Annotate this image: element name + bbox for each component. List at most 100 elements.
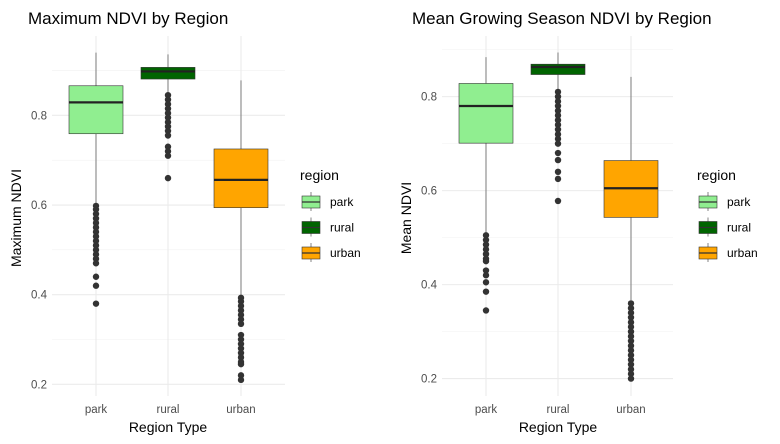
outlier-point [554,107,562,114]
outlier-point [627,375,635,382]
outlier-point [554,140,562,147]
outlier-point [92,255,100,263]
outlier-point [482,236,490,244]
outlier-point [482,232,490,239]
box [458,83,514,144]
outlier-point [237,354,245,361]
outlier-point [554,88,562,96]
outlier-point [237,298,245,305]
outlier-point [237,311,245,319]
outlier-point [92,246,100,254]
outlier-point [627,370,635,378]
outlier-point [164,127,172,135]
legend-label: urban [330,246,361,260]
outlier-point [92,282,100,289]
x-tick-label: park [85,404,108,416]
outlier-point [237,320,245,328]
outlier-point [92,206,100,213]
legend-title: region [697,167,736,183]
outlier-point [627,304,635,312]
outlier-point [554,168,562,176]
outlier-point [237,336,245,343]
y-axis-title: Maximum NDVI [8,169,24,267]
box-rural [140,54,196,182]
outlier-point [554,156,562,164]
x-tick-label: urban [616,404,645,416]
max-ndvi-panel: Maximum NDVI by Region Region Type Maxim… [8,9,361,435]
y-tick-label: 0.8 [421,92,437,104]
outlier-point [554,116,562,124]
outlier-point [164,91,172,99]
legend-item-urban: urban [300,241,361,263]
y-tick-label: 0.4 [421,280,438,292]
outlier-point [627,319,635,326]
x-axis-title: Region Type [519,419,598,435]
outlier-point [554,197,562,205]
x-tick-label: urban [226,404,255,416]
y-tick-label: 0.2 [31,379,47,391]
outlier-point [554,102,562,110]
outlier-point [627,333,635,340]
outlier-point [554,149,562,157]
legend-item-urban: urban [697,241,758,263]
outlier-point [92,219,100,227]
outlier-point [482,250,490,258]
outlier-point [554,131,562,138]
box-rural [530,52,586,205]
outlier-point [92,242,100,249]
outlier-point [164,152,172,159]
box-urban [603,76,659,382]
outlier-point [92,300,100,307]
outlier-point [92,224,100,231]
legend-label: park [330,195,354,209]
chart-title: Mean Growing Season NDVI by Region [412,9,712,28]
outlier-point [237,376,245,384]
outlier-point [627,356,635,364]
y-tick-label: 0.2 [421,374,437,386]
outlier-point [92,233,100,240]
outlier-point [554,135,562,143]
outlier-point [237,331,245,339]
outlier-point [554,121,562,129]
outlier-point [237,340,245,348]
outlier-point [92,210,100,218]
legend-item-park: park [697,190,751,212]
legend-label: rural [330,221,354,235]
outlier-point [627,309,635,317]
chart-title: Maximum NDVI by Region [28,9,228,28]
outlier-point [554,98,562,105]
legend-item-rural: rural [697,215,751,238]
outlier-point [237,316,245,323]
legend-label: urban [727,246,758,260]
outlier-point [92,260,100,267]
outlier-point [482,288,490,295]
box [530,63,586,75]
box-urban [213,80,269,384]
outlier-point [237,345,245,352]
mean-ndvi-panel: Mean Growing Season NDVI by Region Regio… [398,9,758,435]
outlier-point [164,96,172,103]
outlier-point [237,349,245,357]
outlier-point [92,228,100,236]
legend-item-park: park [300,190,354,212]
outlier-point [482,257,490,265]
legend-item-rural: rural [300,215,354,238]
outlier-point [237,372,245,379]
y-axis-title: Mean NDVI [398,182,414,254]
x-tick-label: rural [546,404,569,416]
outlier-point [237,360,245,368]
x-tick-label: rural [156,404,179,416]
outlier-point [164,118,172,126]
outlier-point [164,132,172,139]
outlier-point [164,174,172,182]
outlier-point [164,148,172,155]
outlier-point [164,114,172,121]
outlier-point [92,273,100,280]
outlier-point [164,100,172,108]
outlier-point [164,109,172,117]
outlier-point [92,251,100,258]
legend-title: region [300,167,339,183]
y-tick-label: 0.6 [31,200,47,212]
outlier-point [164,123,172,130]
